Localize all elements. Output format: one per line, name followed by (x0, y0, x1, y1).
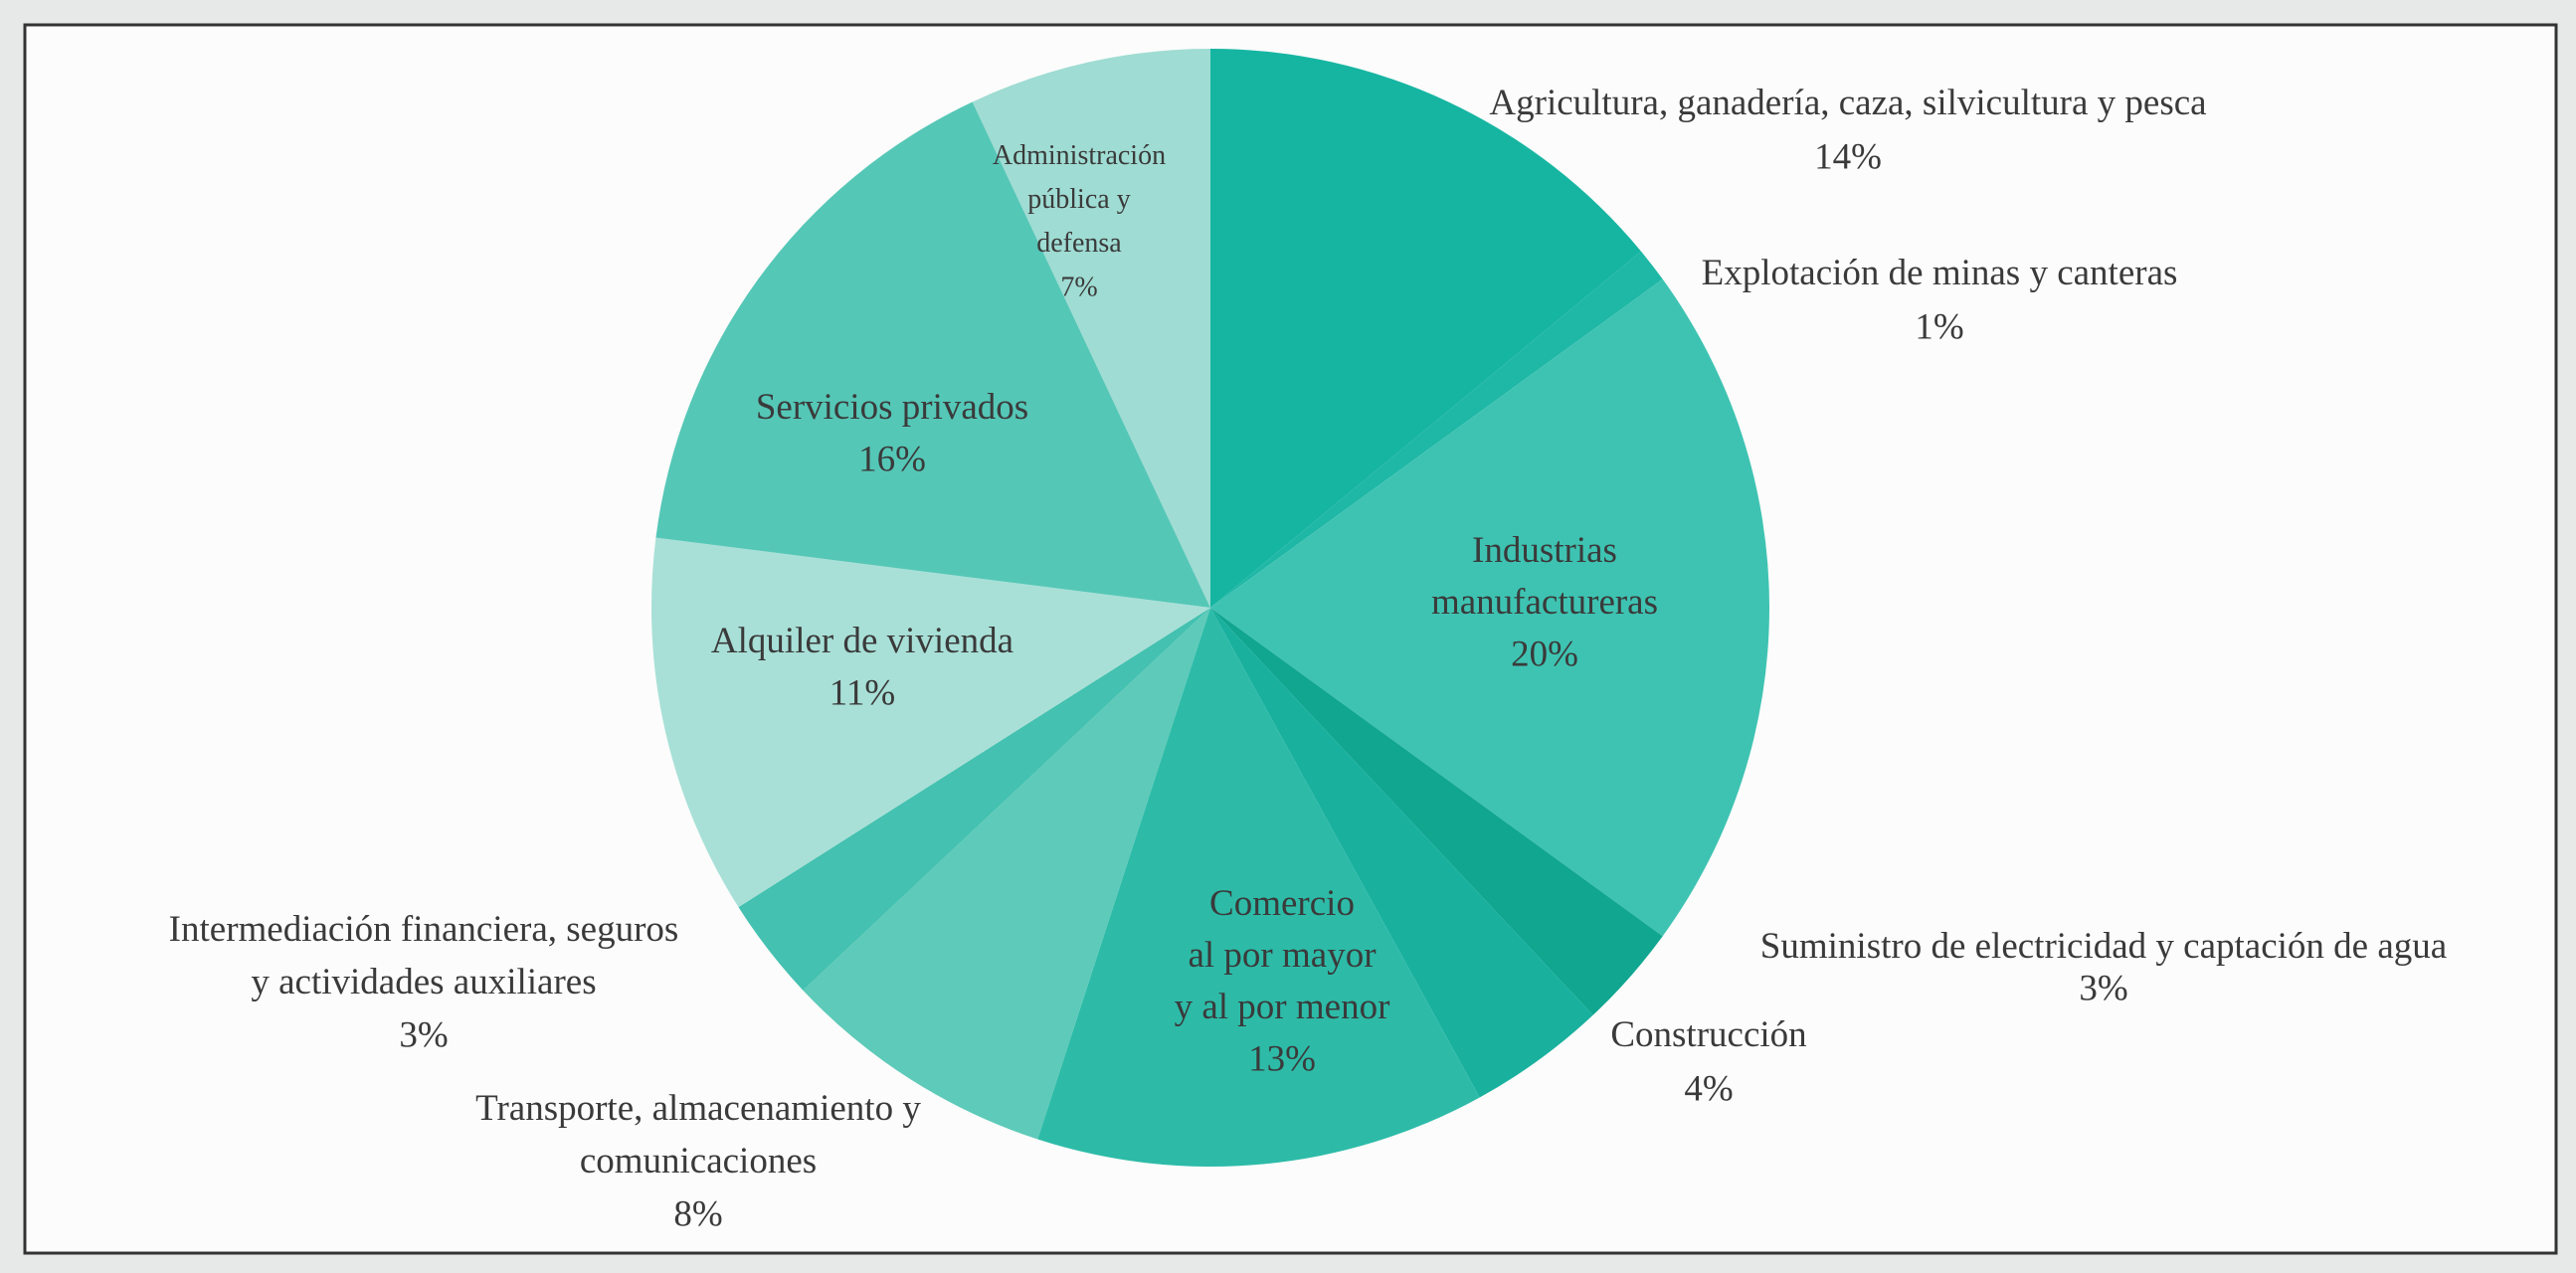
slice-label: Construcción (1610, 1014, 1806, 1055)
pie-slice (803, 608, 1210, 1140)
slice-value-label: 7% (1060, 272, 1097, 302)
slice-value-label: 11% (829, 672, 895, 713)
slice-value-label: 8% (673, 1193, 722, 1234)
slice-label: Servicios privados (756, 387, 1028, 428)
slice-label: Agricultura, ganadería, caza, silvicultu… (1489, 83, 2206, 123)
slice-label: Transporte, almacenamiento y comunicacion… (475, 1088, 921, 1182)
slice-label: Alquiler de vivienda (711, 621, 1013, 661)
slice-value-label: 3% (2079, 968, 2127, 1008)
slice-value-label: 14% (1814, 136, 1882, 177)
pie-slice (1210, 608, 1663, 1015)
pie-slice (1210, 608, 1593, 1098)
slice-label: Explotación de minas y canteras (1702, 253, 2178, 293)
slice-value-label: 1% (1915, 306, 1963, 347)
slice-label: Comercio al por mayor y al por menor (1175, 883, 1390, 1027)
pie-slice (1210, 49, 1642, 608)
pie-slice (738, 608, 1210, 991)
slice-value-label: 4% (1684, 1068, 1733, 1109)
slice-label: Suministro de electricidad y captación d… (1760, 926, 2447, 967)
pie-slice (1210, 278, 1769, 937)
pie-slice (655, 101, 1210, 609)
pie-slice (972, 49, 1210, 608)
pie-slice (1037, 608, 1480, 1167)
slice-value-label: 3% (399, 1014, 448, 1055)
slice-value-label: 13% (1248, 1038, 1316, 1079)
pie-slice (1210, 251, 1663, 609)
slice-value-label: 16% (858, 439, 926, 479)
pie-slice (651, 537, 1210, 908)
slice-label: Industrias manufactureras (1431, 530, 1658, 623)
slice-value-label: 20% (1511, 634, 1578, 674)
slice-label: Administración pública y defensa (993, 140, 1166, 259)
slice-label: Intermediación financiera, seguros y acti… (169, 909, 679, 1002)
